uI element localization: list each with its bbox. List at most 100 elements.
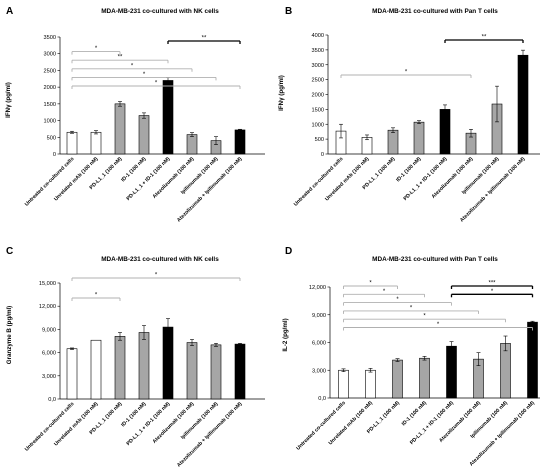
y-tick-label: 6,000 bbox=[42, 351, 56, 357]
bar bbox=[446, 345, 457, 399]
bar bbox=[90, 339, 102, 400]
category-label: Unrelated mAb (100 nM) bbox=[324, 156, 370, 202]
bar bbox=[517, 54, 529, 155]
y-tick-label: 12,000 bbox=[39, 304, 56, 310]
significance-label: * bbox=[383, 289, 386, 295]
panel-b-title: MDA-MB-231 co-cultured with Pan T cells bbox=[372, 8, 498, 15]
significance-label: * bbox=[131, 63, 134, 69]
y-tick-label: 4000 bbox=[312, 33, 324, 39]
y-tick-label: 12,000 bbox=[309, 285, 326, 291]
panel-d-plot: 0,0 3,000 6,000 9,000 12,000 Untreated co-cul… bbox=[295, 281, 540, 468]
panel-d-y-axis-label: IL-2 (pg/ml) bbox=[282, 318, 289, 351]
significance-label: * bbox=[143, 72, 146, 78]
bar bbox=[387, 129, 399, 155]
bar bbox=[439, 109, 451, 155]
panel-c-letter: C bbox=[6, 246, 13, 257]
significance-label: * bbox=[369, 281, 372, 287]
y-tick-label: 500 bbox=[47, 135, 56, 141]
y-tick-label: 15,000 bbox=[39, 281, 56, 287]
y-tick-label: 1500 bbox=[312, 107, 324, 113]
panel-a-title: MDA-MB-231 co-cultured with NK cells bbox=[101, 8, 219, 15]
category-label: ID-1 (100 nM) bbox=[401, 400, 428, 427]
bar bbox=[186, 134, 198, 155]
bar bbox=[162, 326, 174, 400]
category-label: Unrelated mAb (100 nM) bbox=[53, 401, 99, 447]
bar bbox=[234, 129, 246, 155]
y-tick-label: 1000 bbox=[44, 119, 56, 125]
category-label: PD-L1_1 + ID-1 (100 nM) bbox=[402, 156, 448, 202]
category-label: Untreated co-cultured cells bbox=[293, 156, 345, 208]
y-tick-label: 1000 bbox=[312, 122, 324, 128]
category-label: PD-L1_1 + ID-1 (100 nM) bbox=[125, 401, 171, 447]
y-tick-label: 3500 bbox=[44, 35, 56, 41]
chart-panel-a: A MDA-MB-231 co-cultured with NK cells I… bbox=[5, 6, 265, 224]
significance-label: * bbox=[491, 289, 494, 295]
significance-label: * bbox=[410, 305, 413, 311]
chart-panel-d: D MDA-MB-231 co-cultured with Pan T cell… bbox=[282, 246, 540, 468]
bar bbox=[419, 357, 430, 399]
y-tick-label: 2500 bbox=[312, 78, 324, 84]
significance-label: * bbox=[95, 293, 98, 299]
significance-label: * bbox=[423, 314, 426, 320]
chart-panel-c: C MDA-MB-231 co-cultured with NK cells G… bbox=[6, 246, 265, 469]
significance-label: *** bbox=[488, 281, 496, 287]
panel-c-y-axis-label: Granzyme B (pg/ml) bbox=[6, 306, 13, 364]
significance-label: ** bbox=[202, 36, 207, 42]
bar bbox=[162, 80, 174, 155]
significance-label: * bbox=[405, 70, 408, 76]
category-label: Unrelated mAb (100 nM) bbox=[53, 156, 99, 202]
significance-label: * bbox=[155, 81, 158, 87]
bar bbox=[90, 131, 102, 155]
panel-b-y-axis-label: IFNγ (pg/ml) bbox=[278, 75, 285, 111]
y-tick-label: 3000 bbox=[44, 52, 56, 58]
y-tick-label: 3,000 bbox=[312, 368, 326, 374]
category-label: ID-1 (100 nM) bbox=[395, 156, 422, 183]
y-tick-label: 9,000 bbox=[312, 313, 326, 319]
y-tick-label: 2000 bbox=[312, 93, 324, 99]
bar bbox=[365, 369, 376, 399]
panel-b-plot: 0 500 1000 1500 2000 2500 3000 3500 4000 Untreate… bbox=[293, 33, 540, 224]
panel-a-y-axis-label: IFNγ (pg/ml) bbox=[5, 82, 12, 118]
category-label: Untreated co-cultured cells bbox=[295, 400, 347, 452]
y-tick-label: 3,000 bbox=[42, 374, 56, 380]
panel-d-letter: D bbox=[285, 246, 292, 257]
panel-d-title: MDA-MB-231 co-cultured with Pan T cells bbox=[372, 256, 498, 263]
bar bbox=[66, 131, 78, 155]
panel-c-title: MDA-MB-231 co-cultured with NK cells bbox=[101, 256, 219, 263]
category-label: Atezolizumab (100 nM) bbox=[152, 401, 196, 445]
significance-label: * bbox=[396, 297, 399, 303]
bar bbox=[527, 321, 538, 399]
y-tick-label: 500 bbox=[315, 137, 324, 143]
panel-c-plot: 0,0 3,000 6,000 9,000 12,000 15,000 Untreated … bbox=[24, 273, 265, 469]
y-tick-label: 3000 bbox=[312, 63, 324, 69]
panel-b-letter: B bbox=[285, 6, 292, 17]
y-tick-label: 9,000 bbox=[42, 327, 56, 333]
y-tick-label: 0 bbox=[53, 152, 56, 158]
category-label: Untreated co-cultured cells bbox=[24, 401, 76, 453]
y-tick-label: 0,0 bbox=[318, 396, 326, 402]
y-tick-label: 1500 bbox=[44, 102, 56, 108]
bar bbox=[234, 343, 246, 400]
bar bbox=[66, 348, 78, 400]
bar bbox=[413, 121, 425, 155]
category-label: PD-L1_1 + ID-1 (100 nM) bbox=[125, 156, 171, 202]
bar bbox=[114, 103, 126, 155]
significance-label: * bbox=[95, 46, 98, 52]
bar bbox=[500, 343, 511, 399]
significance-label: * bbox=[437, 322, 440, 328]
y-tick-label: 3500 bbox=[312, 48, 324, 54]
category-label: Atezolizumab (100 nM) bbox=[152, 156, 196, 200]
bar bbox=[138, 332, 150, 400]
bar bbox=[210, 344, 222, 400]
panel-a-letter: A bbox=[6, 6, 13, 17]
bar bbox=[114, 336, 126, 400]
category-label: Untreated co-cultured cells bbox=[24, 156, 76, 208]
significance-label: ** bbox=[482, 35, 487, 41]
y-tick-label: 6,000 bbox=[312, 341, 326, 347]
panel-a-plot: 0 500 1000 1500 2000 2500 3000 3500 Untreated co… bbox=[24, 35, 265, 224]
y-tick-label: 0,0 bbox=[48, 397, 56, 403]
y-tick-label: 0 bbox=[321, 152, 324, 158]
y-tick-label: 2500 bbox=[44, 68, 56, 74]
bar bbox=[138, 115, 150, 155]
